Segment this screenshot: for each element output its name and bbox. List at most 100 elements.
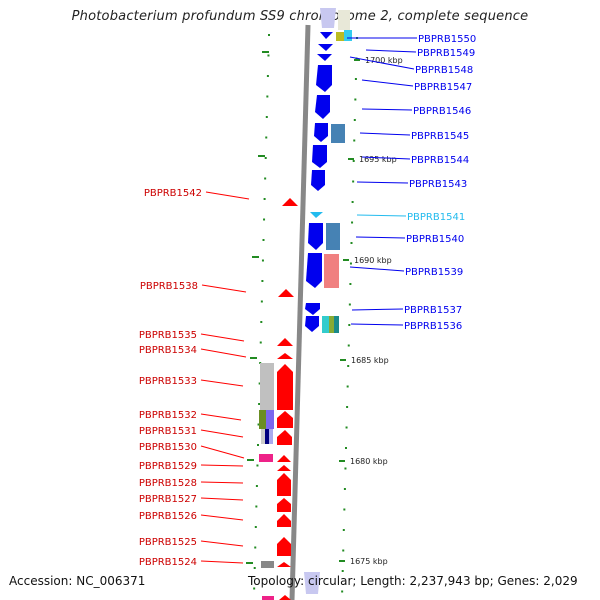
backbone-line (289, 24, 311, 600)
label-connector (361, 108, 413, 111)
label-connector (205, 191, 250, 200)
gene-arrow-1549[interactable] (318, 44, 333, 51)
gene-label-pbprb1540[interactable]: PBPRB1540 (406, 234, 464, 245)
gene-label-pbprb1543[interactable]: PBPRB1543 (409, 179, 467, 190)
gene-label-pbprb1533[interactable]: PBPRB1533 (139, 376, 197, 387)
feature-box-1536b (329, 316, 334, 333)
gene-arrow-1530[interactable] (277, 455, 291, 462)
gene-arrow-1531[interactable] (277, 430, 292, 445)
gene-label-pbprb1529[interactable]: PBPRB1529 (139, 461, 197, 472)
feature-box-1536a (322, 316, 329, 333)
feature-box-1531b (265, 429, 269, 444)
gene-arrow-1529[interactable] (277, 465, 291, 471)
label-connector (200, 413, 242, 421)
feature-box-1550 (336, 32, 344, 41)
label-connector (355, 236, 406, 239)
gene-label-pbprb1528[interactable]: PBPRB1528 (139, 478, 197, 489)
scale-label: 1675 kbp (350, 557, 388, 566)
label-connector (200, 429, 244, 438)
feature-box-1531a (261, 429, 266, 444)
gene-arrow-1544[interactable] (312, 145, 327, 168)
scale-label: 1680 kbp (350, 457, 388, 466)
gene-arrow-1535[interactable] (277, 338, 293, 346)
scale-label: 1695 kbp (359, 155, 397, 164)
feature-box-1533 (260, 363, 274, 410)
gene-arrow-1542[interactable] (282, 198, 298, 206)
label-connector (359, 132, 411, 136)
gene-label-pbprb1530[interactable]: PBPRB1530 (139, 442, 197, 453)
forward-genes (305, 10, 352, 333)
gene-arrow-1526[interactable] (277, 514, 291, 527)
gene-arrow-1541[interactable] (310, 212, 323, 218)
feature-box-bottom (262, 596, 274, 600)
gene-arrow-1533[interactable] (277, 364, 293, 410)
feature-box-1536c (334, 316, 339, 333)
gene-label-pbprb1538[interactable]: PBPRB1538 (140, 281, 198, 292)
label-connector (356, 214, 407, 217)
map-title: Photobacterium profundum SS9 chromosome … (71, 9, 529, 24)
gene-label-pbprb1542[interactable]: PBPRB1542 (144, 188, 202, 199)
label-connector (200, 481, 244, 484)
gene-arrow-1525[interactable] (277, 537, 291, 556)
gene-label-pbprb1525[interactable]: PBPRB1525 (139, 537, 197, 548)
feature-box-1532a (259, 410, 266, 429)
label-connector (200, 464, 244, 467)
gene-arrow-1537[interactable] (305, 303, 320, 315)
label-connector (200, 497, 244, 501)
gene-arrow-1543[interactable] (311, 170, 325, 191)
gene-arrow-1532[interactable] (277, 411, 293, 428)
gene-arrow-1540[interactable] (308, 223, 323, 250)
gene-label-pbprb1536[interactable]: PBPRB1536 (404, 321, 462, 332)
label-connector (200, 540, 244, 547)
gene-arrow-1546[interactable] (315, 95, 330, 119)
gene-label-pbprb1535[interactable]: PBPRB1535 (139, 330, 197, 341)
feature-box-1539 (324, 254, 339, 288)
gene-label-pbprb1550[interactable]: PBPRB1550 (418, 34, 476, 45)
backbone-cap-top (320, 8, 336, 28)
gene-label-pbprb1546[interactable]: PBPRB1546 (413, 106, 471, 117)
scale-label: 1685 kbp (351, 356, 389, 365)
label-connector (200, 333, 245, 342)
label-connector (361, 156, 411, 160)
gene-label-pbprb1549[interactable]: PBPRB1549 (417, 48, 475, 59)
gene-arrow-1527[interactable] (277, 498, 291, 512)
label-connector (349, 266, 405, 272)
feature-box-1532b (266, 410, 274, 429)
gene-arrow-1550[interactable] (320, 32, 333, 39)
gene-label-pbprb1527[interactable]: PBPRB1527 (139, 494, 197, 505)
gene-arrow-1524[interactable] (277, 562, 291, 567)
label-connector (361, 79, 414, 87)
gene-arrow-1528[interactable] (277, 473, 291, 496)
gene-label-pbprb1547[interactable]: PBPRB1547 (414, 82, 472, 93)
label-connector (201, 284, 247, 293)
gene-label-pbprb1534[interactable]: PBPRB1534 (139, 345, 197, 356)
gene-arrow-1534[interactable] (277, 353, 293, 359)
gene-arrow-1548[interactable] (317, 54, 332, 61)
gene-label-pbprb1539[interactable]: PBPRB1539 (405, 267, 463, 278)
gene-arrow-1539[interactable] (306, 253, 322, 288)
gene-label-pbprb1524[interactable]: PBPRB1524 (139, 557, 197, 568)
label-connector (200, 445, 245, 459)
gene-label-pbprb1526[interactable]: PBPRB1526 (139, 511, 197, 522)
gene-arrow-bottom (279, 595, 291, 600)
gene-arrow-1538[interactable] (278, 289, 294, 297)
gene-label-pbprb1537[interactable]: PBPRB1537 (404, 305, 462, 316)
gene-arrow-1547[interactable] (316, 65, 332, 92)
feature-box-1530 (259, 454, 273, 462)
label-connector (200, 560, 244, 564)
label-connector (200, 514, 244, 521)
feature-box-1545 (331, 124, 345, 143)
accession-label: Accession: NC_006371 (9, 574, 146, 588)
gene-label-pbprb1531[interactable]: PBPRB1531 (139, 426, 197, 437)
gene-label-pbprb1548[interactable]: PBPRB1548 (415, 65, 473, 76)
gene-label-pbprb1544[interactable]: PBPRB1544 (411, 155, 469, 166)
gene-label-pbprb1545[interactable]: PBPRB1545 (411, 131, 469, 142)
gene-label-pbprb1532[interactable]: PBPRB1532 (139, 410, 197, 421)
gene-arrow-1545[interactable] (314, 123, 328, 142)
label-connector (349, 56, 415, 70)
feature-box-1540 (326, 223, 340, 250)
gene-arrow-1536[interactable] (305, 316, 319, 332)
label-connector (200, 379, 244, 387)
feature-box-1550b (344, 30, 352, 41)
gene-label-pbprb1541[interactable]: PBPRB1541 (407, 212, 465, 223)
